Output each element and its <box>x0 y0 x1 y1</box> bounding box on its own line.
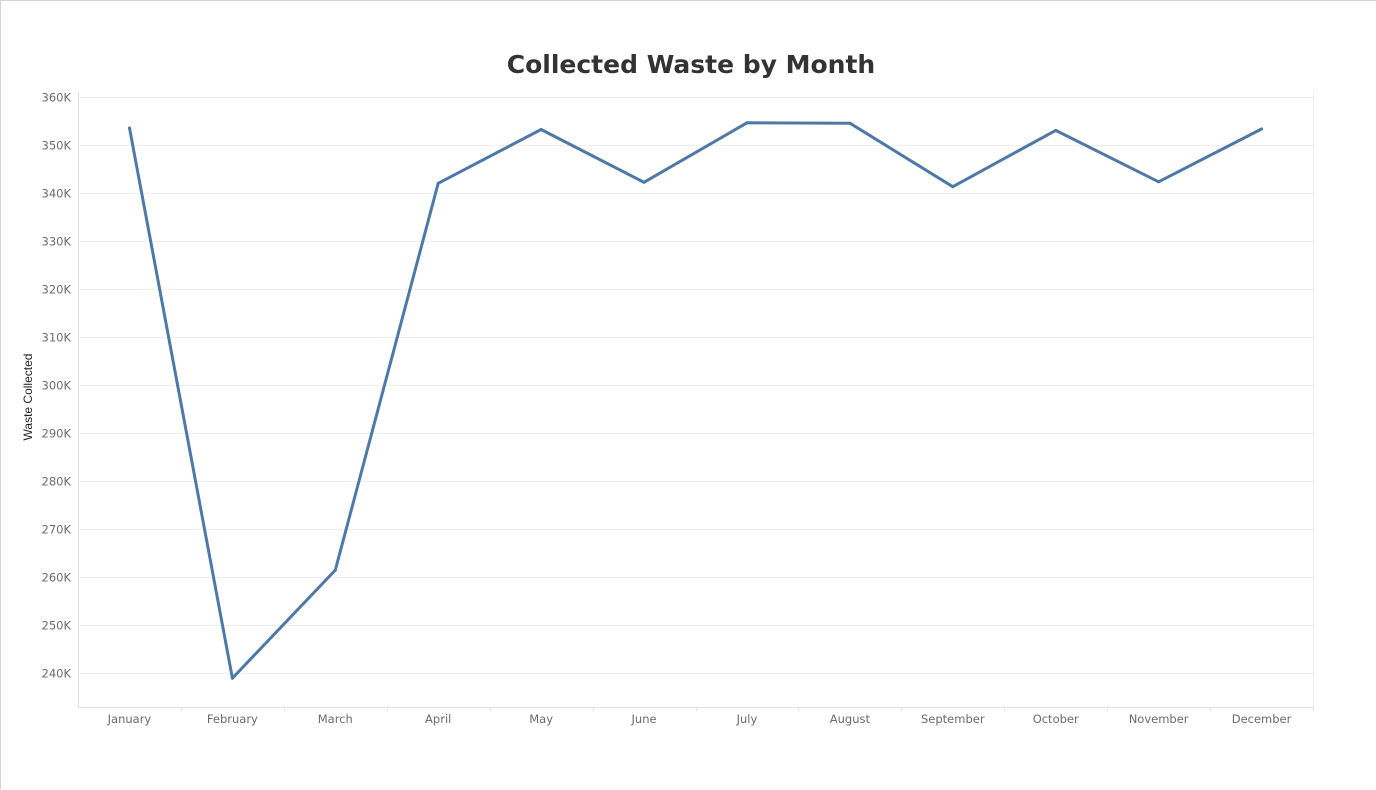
y-tick-label: 260K <box>42 571 72 585</box>
axes <box>78 92 1314 708</box>
chart-title: Collected Waste by Month <box>507 50 875 79</box>
x-tick-label: November <box>1129 712 1189 726</box>
y-tick-label: 340K <box>42 187 72 201</box>
data-point[interactable] <box>1157 180 1161 184</box>
y-tick-label: 320K <box>42 283 72 297</box>
series-line[interactable] <box>128 121 1263 680</box>
data-point[interactable] <box>951 185 955 189</box>
x-tick-label: March <box>318 712 353 726</box>
gridlines <box>78 97 1313 674</box>
data-point[interactable] <box>128 126 131 130</box>
x-tick-label: December <box>1232 712 1292 726</box>
x-tick-label: June <box>631 712 657 726</box>
y-tick-label: 360K <box>42 91 72 105</box>
x-tick-label: February <box>207 712 258 726</box>
y-tick-label: 350K <box>42 139 72 153</box>
y-tick-label: 250K <box>42 619 72 633</box>
y-tick-label: 240K <box>42 667 72 681</box>
data-point[interactable] <box>436 181 440 185</box>
x-axis-ticks: January February March April May June July Augu… <box>107 707 1314 726</box>
x-tick-label: July <box>736 712 758 726</box>
data-point[interactable] <box>333 568 337 572</box>
data-point[interactable] <box>539 128 543 131</box>
data-point[interactable] <box>230 676 234 680</box>
y-tick-label: 290K <box>42 427 72 441</box>
y-tick-label: 330K <box>42 235 72 249</box>
x-tick-label: October <box>1033 712 1079 726</box>
y-tick-label: 270K <box>42 523 72 537</box>
x-tick-label: April <box>425 712 451 726</box>
data-point[interactable] <box>745 121 749 125</box>
y-tick-label: 300K <box>42 379 72 393</box>
y-axis-label: Waste Collected <box>21 354 35 441</box>
x-tick-label: August <box>830 712 871 726</box>
series-layer <box>128 121 1263 680</box>
data-point[interactable] <box>1054 128 1058 132</box>
x-tick-label: May <box>529 712 553 726</box>
y-tick-label: 280K <box>42 475 72 489</box>
data-point[interactable] <box>1260 127 1263 131</box>
x-tick-label: January <box>107 712 152 726</box>
x-tick-label: September <box>921 712 985 726</box>
y-tick-label: 310K <box>42 331 72 345</box>
data-point[interactable] <box>642 180 646 184</box>
y-axis-ticks: 240K 250K 260K 270K 280K 290K 300K 310K 320K 330K… <box>42 91 72 681</box>
data-point[interactable] <box>848 121 852 125</box>
